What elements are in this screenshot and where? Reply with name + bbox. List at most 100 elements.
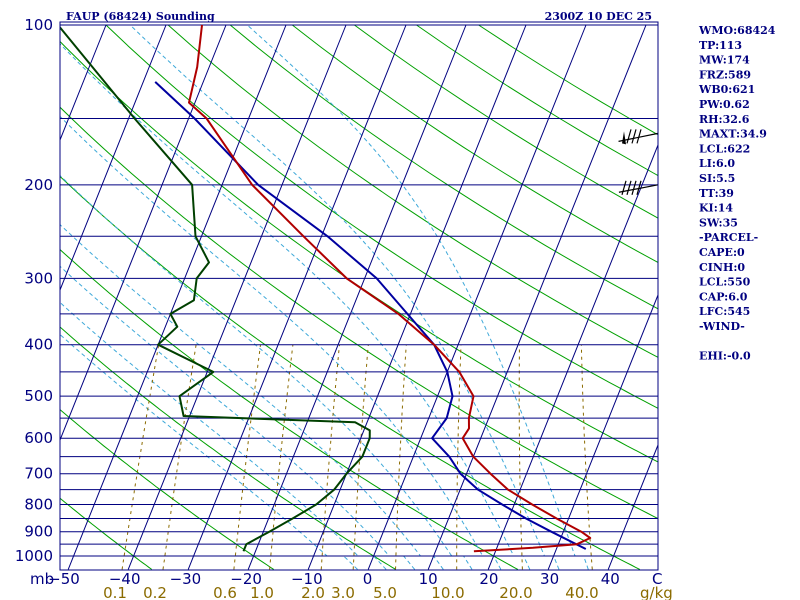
- sounding-index: WB0:621: [698, 83, 755, 96]
- pressure-tick-label: 500: [24, 387, 53, 405]
- sounding-index: KI:14: [699, 202, 733, 215]
- mixing-ratio-tick-label: 1.0: [250, 584, 274, 600]
- sounding-index: SI:5.5: [699, 172, 735, 185]
- sounding-index: EHI:-0.0: [699, 350, 751, 363]
- mixing-ratio-tick-label: 5.0: [373, 584, 397, 600]
- isotherm-line: [127, 24, 347, 570]
- temperature-tick-label: −20: [230, 570, 262, 588]
- mixing-ratio-tick-label: 0.1: [103, 584, 127, 600]
- pressure-unit-label: mb: [30, 570, 54, 588]
- moist-adiabat-line: [246, 24, 589, 570]
- mixing-ratio-line: [233, 344, 261, 570]
- isotherm-line: [60, 24, 167, 292]
- sounding-index: FRZ:589: [699, 68, 751, 81]
- mixing-ratio-tick-label: 0.2: [143, 584, 167, 600]
- isotherm-line: [187, 24, 407, 570]
- sounding-index: TT:39: [699, 187, 734, 200]
- mixing-ratio-tick-label: 3.0: [331, 584, 355, 600]
- temperature-tick-label: 20: [479, 570, 498, 588]
- mixing-ratio-tick-labels: 0.1 0.2 0.6 1.0 2.0 3.0 5.0 10.0 20.0 40.0: [103, 584, 599, 600]
- wind-barb-feather: [626, 180, 632, 196]
- isotherm-line: [60, 24, 227, 442]
- isobars: [60, 24, 658, 557]
- sounding-index: CAP:6.0: [699, 290, 748, 303]
- sounding-index: CINH:0: [699, 261, 745, 274]
- isotherm-line: [60, 24, 107, 142]
- dry-adiabat-line: [60, 40, 658, 463]
- mixing-ratio-tick-label: 0.6: [213, 584, 237, 600]
- pressure-tick-label: 400: [24, 336, 53, 354]
- temperature-unit-label: C: [652, 570, 662, 588]
- sounding-index: MW:174: [699, 54, 750, 67]
- sounding-index: LCL:622: [699, 142, 750, 155]
- sounding-index: MAXT:34.9: [699, 128, 767, 141]
- sounding-index: WMO:68424: [698, 24, 776, 37]
- moist-adiabat-line: [60, 301, 387, 570]
- pressure-tick-labels: 100 200 300 400 500 600 700 800 900 1000: [15, 16, 53, 565]
- dewpoint-trace: [60, 25, 371, 552]
- isotherm-line: [607, 443, 658, 570]
- moist-adiabat-line: [60, 265, 416, 570]
- pressure-tick-label: 200: [24, 176, 53, 194]
- pressure-tick-label: 1000: [15, 547, 53, 565]
- isotherm-line: [487, 143, 658, 570]
- isotherms: [60, 24, 658, 570]
- pressure-tick-label: 900: [24, 523, 53, 541]
- temperature-tick-label: 0: [363, 570, 373, 588]
- sounding-index: -WIND-: [699, 320, 745, 333]
- moist-adiabat-line: [60, 223, 444, 570]
- sounding-index: TP:113: [699, 39, 742, 52]
- wind-barbs: [618, 129, 659, 196]
- temperature-tick-label: 40: [601, 570, 620, 588]
- mixing-ratio-line: [320, 344, 340, 570]
- mixing-unit-label: g/kg: [640, 584, 673, 600]
- pressure-tick-label: 800: [24, 496, 53, 514]
- mixing-ratio-lines: [121, 344, 593, 570]
- isotherm-line: [67, 24, 287, 570]
- sounding-index: SW:35: [699, 216, 738, 229]
- wind-barb-feather: [631, 129, 637, 144]
- mixing-ratio-line: [269, 344, 294, 570]
- pressure-tick-label: 600: [24, 429, 53, 447]
- temperature-tick-label: 10: [419, 570, 438, 588]
- wind-barb-feather: [631, 180, 637, 196]
- moist-adiabat-line: [60, 43, 531, 570]
- plot-frame: [59, 21, 659, 571]
- moist-adiabat-line: [60, 115, 502, 570]
- temperature-tick-label: −30: [170, 570, 202, 588]
- isotherm-line: [547, 293, 658, 570]
- mixing-ratio-tick-label: 20.0: [499, 584, 532, 600]
- temperature-tick-label: 30: [540, 570, 559, 588]
- isotherm-line: [367, 24, 587, 570]
- sounding-index: LI:6.0: [699, 157, 735, 170]
- mixing-ratio-line: [580, 344, 593, 570]
- wind-barb-feather: [626, 129, 632, 144]
- mixing-ratio-line: [456, 344, 462, 570]
- dry-adiabat-line: [105, 24, 658, 409]
- sounding-index: LFC:545: [699, 305, 750, 318]
- mixing-ratio-line: [518, 344, 523, 570]
- temperature-trace: [188, 24, 592, 553]
- sounding-index: -PARCEL-: [699, 231, 758, 244]
- chart-title: FAUP (68424) Sounding: [66, 10, 215, 23]
- wind-barb-feather: [636, 180, 642, 196]
- chart-time: 2300Z 10 DEC 25: [545, 10, 652, 23]
- temperature-tick-label: −10: [291, 570, 323, 588]
- sounding-index: RH:32.6: [699, 113, 750, 126]
- mixing-ratio-line: [121, 344, 160, 570]
- mixing-ratio-line: [352, 344, 369, 570]
- temperature-tick-label: −50: [48, 570, 80, 588]
- dry-adiabat-line: [167, 24, 658, 358]
- pressure-tick-label: 100: [24, 16, 53, 34]
- wind-barb-flag: [622, 131, 626, 145]
- sounding-index: CAPE:0: [699, 246, 745, 259]
- mixing-ratio-tick-label: 10.0: [431, 584, 464, 600]
- dry-adiabat-line: [291, 24, 658, 263]
- moist-adiabat-line: [60, 333, 358, 570]
- mixing-ratio-tick-label: 40.0: [565, 584, 598, 600]
- sounding-profiles: [60, 24, 592, 553]
- parcel-trace: [154, 81, 587, 550]
- temperature-tick-label: −40: [109, 570, 141, 588]
